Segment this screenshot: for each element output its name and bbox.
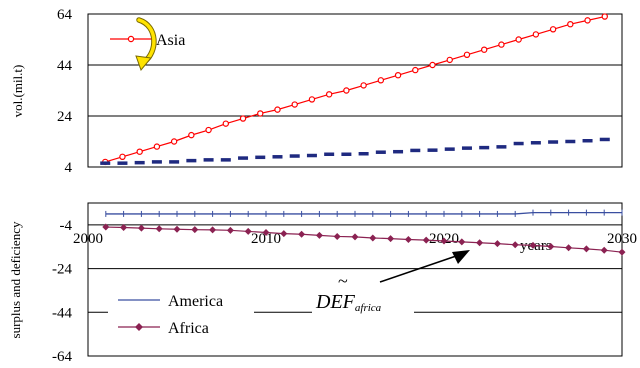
- legend-america-label: America: [168, 293, 223, 310]
- bottom-y-axis-label: surplus and deficiency: [8, 221, 23, 338]
- asia-point: [549, 26, 557, 33]
- asia-point: [153, 143, 161, 150]
- africa-point: [280, 230, 288, 238]
- asia-point: [343, 87, 350, 94]
- top-panel: 4 24 44 64 vol.(mil.t) Asia: [10, 7, 623, 176]
- africa-point: [226, 226, 234, 234]
- curved-arrow-icon: [135, 17, 157, 71]
- asia-point: [515, 36, 522, 43]
- bottom-x-tick-label: 2000: [73, 231, 103, 247]
- asia-point: [325, 91, 333, 98]
- bottom-legend: America Africa: [108, 288, 254, 338]
- africa-point: [565, 244, 573, 252]
- asia-point: [188, 131, 195, 139]
- asia-point: [257, 110, 264, 117]
- legend-africa-marker: [135, 323, 143, 331]
- africa-point: [298, 230, 306, 238]
- asia-point: [170, 138, 178, 145]
- bottom-x-tick-label: 2010: [251, 231, 281, 247]
- bottom-y-tick-labels: -4 -24 -44 -64: [52, 218, 72, 365]
- america-line: [105, 211, 622, 215]
- asia-point: [239, 115, 247, 122]
- africa-point: [173, 225, 181, 233]
- asia-point: [463, 51, 471, 59]
- africa-point: [262, 229, 270, 237]
- bottom-series: [102, 209, 626, 256]
- legend-asia-marker: [127, 35, 135, 43]
- top-y-tick-label: 64: [57, 7, 73, 23]
- asia-point: [601, 13, 608, 20]
- africa-point: [511, 241, 519, 249]
- bottom-y-tick-label: -64: [52, 349, 72, 365]
- africa-point: [102, 223, 110, 231]
- bottom-y-tick-label: -4: [60, 218, 73, 234]
- africa-point: [600, 246, 608, 254]
- africa-point: [333, 232, 341, 240]
- asia-point: [584, 17, 591, 24]
- top-y-tick-label: 24: [57, 109, 73, 125]
- asia-point: [377, 77, 385, 84]
- asia-point: [291, 101, 298, 108]
- africa-point: [529, 241, 537, 249]
- bottom-y-tick-label: -44: [52, 305, 72, 321]
- asia-point: [136, 148, 143, 155]
- legend-africa-label: Africa: [168, 320, 209, 337]
- top-y-axis-label: vol.(mil.t): [10, 65, 25, 118]
- top-gridlines: [88, 64, 622, 117]
- africa-point: [369, 234, 377, 242]
- africa-point: [582, 245, 590, 253]
- africa-point: [476, 239, 484, 247]
- top-y-tick-labels: 4 24 44 64: [57, 7, 73, 176]
- top-y-tick-label: 44: [57, 58, 73, 74]
- asia-point: [274, 106, 281, 113]
- annotation-tilde: ~: [338, 271, 348, 291]
- africa-point: [458, 238, 466, 246]
- africa-point: [440, 237, 448, 245]
- asia-point: [567, 21, 574, 28]
- africa-point: [493, 240, 501, 248]
- africa-point: [120, 223, 128, 231]
- def-africa-annotation: ~ DEFafrica: [312, 250, 470, 314]
- asia-point: [446, 56, 453, 64]
- africa-point: [422, 236, 430, 244]
- asia-point: [412, 66, 419, 74]
- legend-asia: Asia: [110, 17, 185, 71]
- annotation-backdrop: [312, 280, 414, 314]
- africa-point: [618, 248, 626, 256]
- bottom-x-tick-label: 2030: [607, 231, 637, 247]
- africa-point: [547, 242, 555, 250]
- africa-point: [315, 231, 323, 239]
- top-series: [100, 13, 610, 166]
- africa-point: [137, 224, 145, 232]
- africa-point: [387, 235, 395, 243]
- africa-point: [209, 226, 217, 234]
- legend-asia-label: Asia: [156, 32, 185, 49]
- legend-box: [108, 288, 254, 338]
- top-y-tick-label: 4: [65, 160, 73, 176]
- asia-point: [429, 61, 436, 69]
- asia-point: [119, 153, 126, 160]
- bottom-y-tick-label: -24: [52, 262, 72, 278]
- bottom-panel: -4 -24 -44 -64 surplus and deficiency 2000 2…: [8, 202, 637, 365]
- asia-point: [360, 82, 367, 89]
- asia-point: [394, 71, 402, 79]
- annotation-arrow-head: [452, 250, 470, 264]
- asia-point: [498, 41, 505, 48]
- asia-point: [222, 120, 230, 127]
- annotation-text: DEFafrica: [315, 291, 382, 314]
- bottom-x-tick-labels: 2000201020202030: [73, 231, 637, 247]
- asia-point: [480, 46, 488, 53]
- asia-point: [205, 126, 212, 134]
- africa-point: [191, 226, 199, 234]
- asia-point: [532, 31, 540, 38]
- africa-point: [155, 225, 163, 233]
- africa-point: [351, 233, 359, 241]
- annotation-arrow-shaft: [379, 253, 463, 283]
- africa-point: [244, 227, 252, 235]
- asia-point: [308, 96, 316, 103]
- africa-point: [404, 236, 412, 244]
